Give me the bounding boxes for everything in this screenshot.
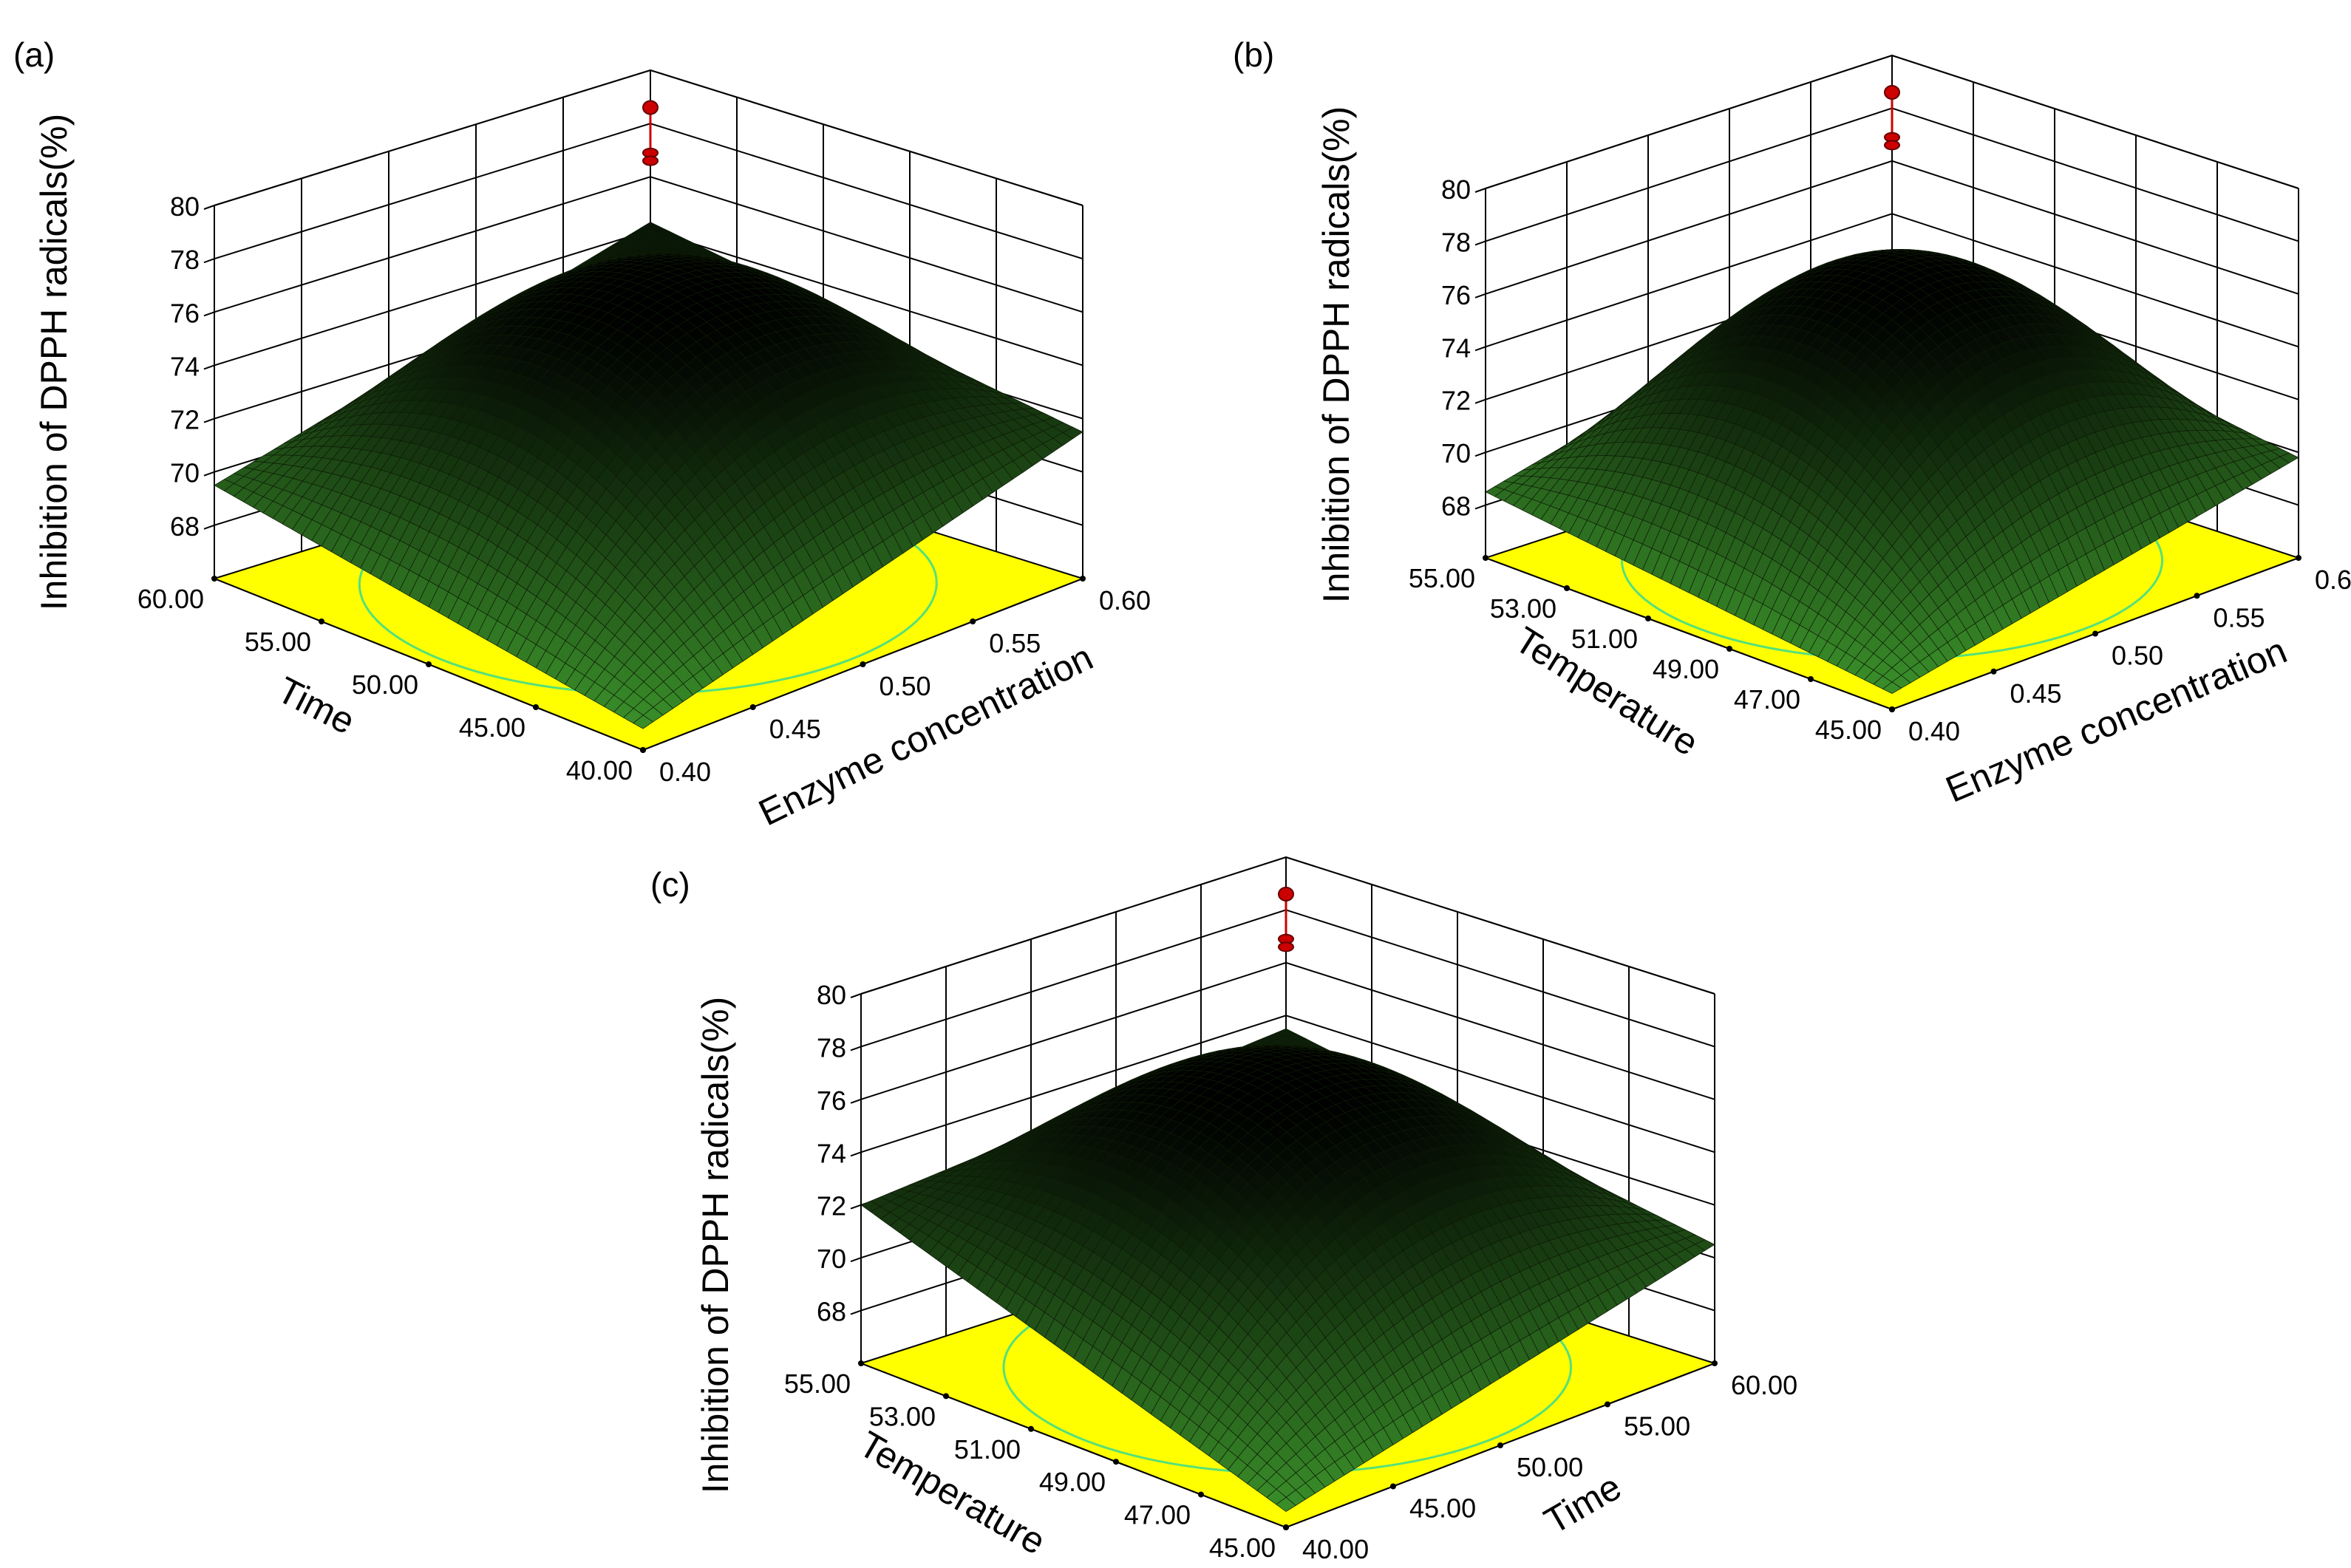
wall-gridline [860, 909, 1715, 1048]
y-tick-mark [640, 747, 646, 753]
x-tick-mark [970, 618, 976, 624]
z-tick-mark [1474, 398, 1486, 404]
z-tick-label: 80 [170, 191, 200, 222]
y-tick-mark [1889, 706, 1895, 712]
y-tick-label: 40.00 [566, 755, 633, 785]
x-tick-mark [1080, 576, 1086, 582]
x-tick-label: 0.55 [989, 628, 1041, 658]
x-tick-label: 0.45 [769, 714, 821, 744]
z-tick-mark [203, 311, 215, 317]
y-tick-mark [533, 704, 539, 710]
x-tick-label: 0.60 [2315, 565, 2351, 595]
z-tick-mark [1474, 240, 1486, 246]
panel-label: (a) [13, 35, 55, 74]
z-tick-label: 72 [170, 405, 200, 435]
y-tick-label: 55.00 [1409, 563, 1475, 593]
x-tick-mark [2296, 555, 2301, 561]
z-tick-label: 80 [1441, 174, 1471, 205]
y-axis-title: Time [271, 669, 361, 743]
wall-gridline [860, 856, 1715, 995]
z-tick-label: 76 [170, 298, 200, 328]
design-point [642, 155, 659, 166]
z-tick-mark [203, 471, 215, 477]
y-tick-mark [1564, 585, 1570, 591]
y-tick-label: 47.00 [1734, 684, 1800, 715]
y-tick-mark [1483, 555, 1488, 561]
y-tick-label: 53.00 [1490, 593, 1556, 624]
x-tick-label: 0.40 [1908, 716, 1960, 746]
z-tick-label: 68 [1441, 491, 1471, 522]
x-tick-mark [2092, 630, 2098, 637]
y-tick-mark [1726, 646, 1732, 652]
z-tick-label: 74 [170, 351, 200, 381]
y-tick-label: 45.00 [1815, 715, 1882, 745]
design-points [642, 100, 659, 166]
wall-gridline [214, 69, 1083, 206]
x-tick-mark [2194, 593, 2200, 599]
y-tick-label: 51.00 [1571, 624, 1638, 654]
panel-label: (c) [650, 865, 690, 904]
response-surface [214, 222, 1083, 729]
z-tick-label: 74 [1441, 333, 1471, 363]
y-tick-label: 45.00 [459, 712, 525, 743]
x-tick-label: 0.60 [1099, 585, 1151, 616]
design-point [1884, 140, 1900, 151]
z-tick-mark [1474, 293, 1486, 299]
y-tick-mark [211, 576, 217, 582]
z-tick-label: 68 [170, 511, 200, 542]
z-tick-mark [203, 205, 215, 210]
z-tick-mark [1474, 346, 1486, 352]
z-tick-mark [1474, 188, 1486, 193]
panel-label: (b) [1233, 35, 1274, 74]
y-tick-label: 50.00 [352, 669, 418, 700]
z-axis-title: Inhibition of DPPH radicals(%) [33, 114, 75, 611]
z-tick-mark [203, 258, 215, 264]
x-tick-mark [749, 704, 756, 710]
z-tick-label: 70 [170, 458, 200, 488]
x-tick-label: 0.45 [2010, 678, 2062, 709]
y-tick-mark [1808, 676, 1814, 682]
y-tick-label: 49.00 [1653, 654, 1719, 684]
x-tick-mark [1990, 668, 1997, 675]
x-tick-label: 0.50 [880, 671, 931, 701]
z-tick-label: 78 [1441, 227, 1471, 257]
y-tick-mark [1645, 616, 1651, 621]
z-tick-label: 70 [1441, 438, 1471, 468]
x-tick-label: 0.55 [2214, 602, 2265, 633]
wall-gridline [860, 856, 1715, 995]
y-tick-label: 55.00 [245, 627, 311, 657]
z-axis-title: Inhibition of DPPH radicals(%) [1316, 106, 1357, 604]
y-tick-mark [319, 618, 324, 624]
z-tick-mark [1474, 451, 1486, 457]
z-tick-label: 72 [1441, 386, 1471, 416]
x-tick-mark [860, 661, 866, 667]
x-tick-label: 0.50 [2112, 641, 2163, 671]
panel-b: (b) 68 70 72 74 76 78 80 Inhibition of DPPH radi… [1233, 35, 2351, 811]
design-point [1884, 85, 1900, 100]
design-point [642, 100, 659, 115]
z-tick-mark [203, 364, 215, 370]
x-tick-label: 0.40 [659, 757, 711, 787]
y-tick-mark [426, 661, 432, 667]
panel-a: (a) 68 70 72 74 76 78 80 Inhibition of DPPH radi… [13, 35, 1151, 834]
wall-gridline [214, 69, 1083, 206]
design-points [1884, 85, 1900, 151]
z-tick-mark [203, 417, 215, 423]
z-tick-mark [203, 524, 215, 530]
z-tick-label: 76 [1441, 280, 1471, 310]
wall-gridline [214, 176, 1083, 313]
z-tick-mark [1474, 504, 1486, 510]
y-tick-label: 60.00 [137, 584, 204, 614]
z-tick-label: 78 [170, 245, 200, 275]
